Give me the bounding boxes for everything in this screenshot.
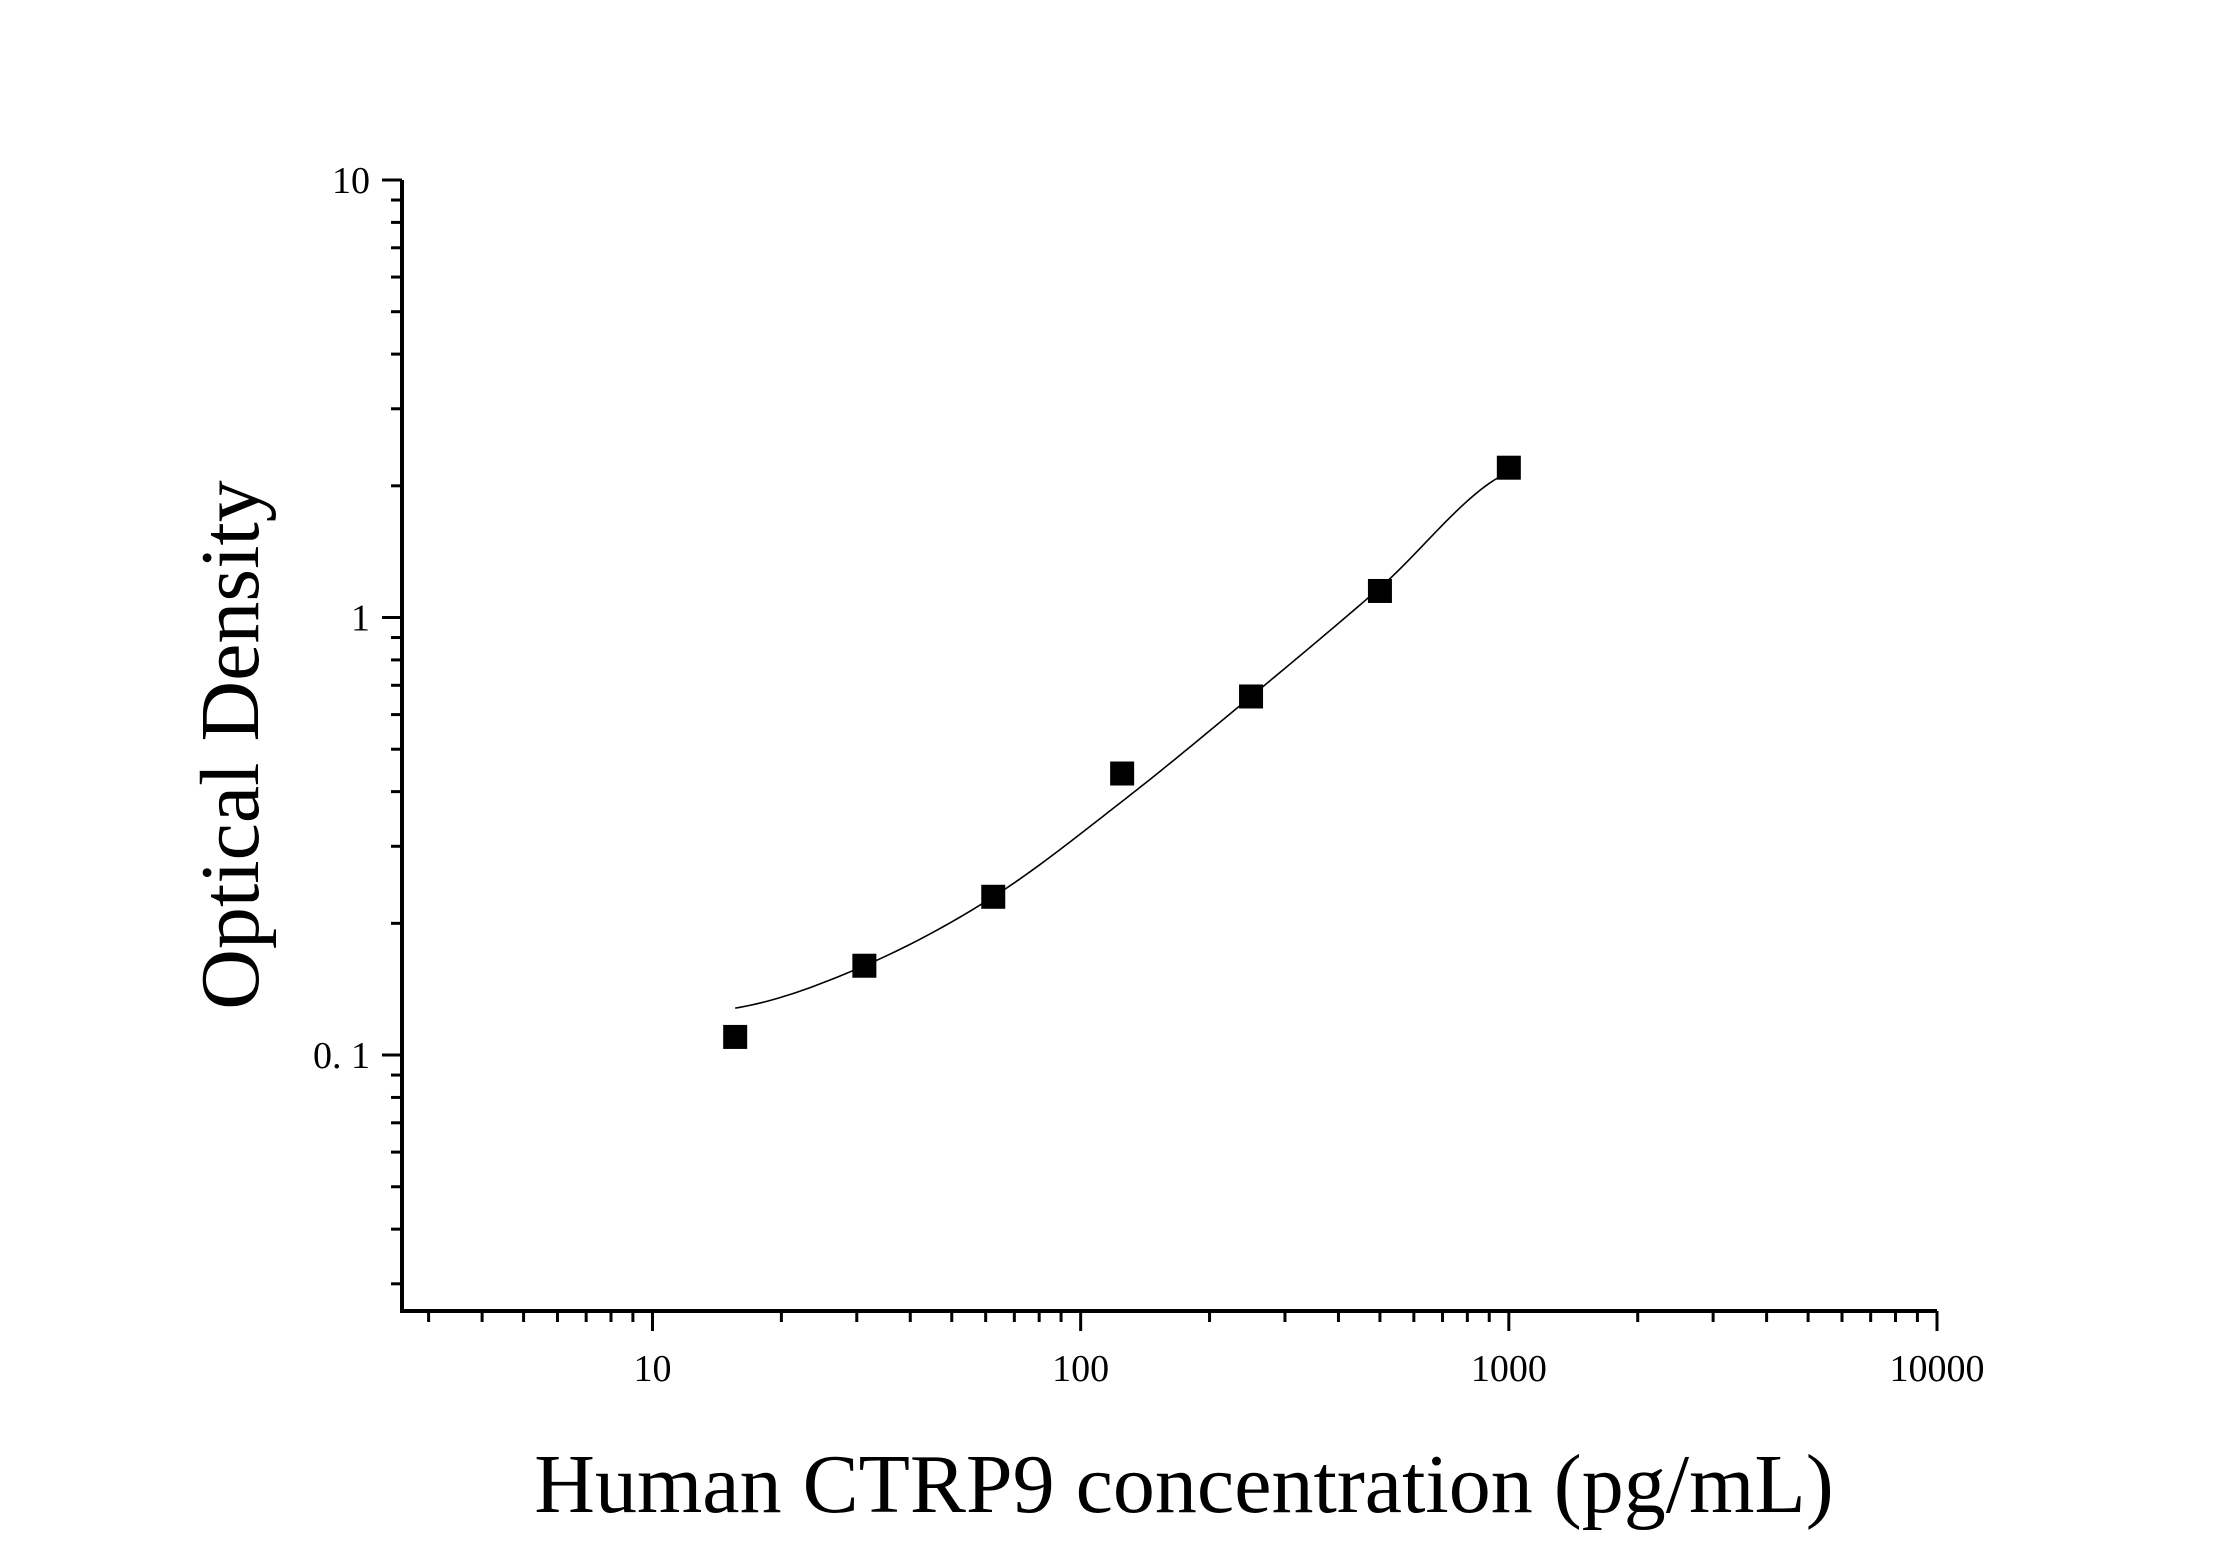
- y-tick-label: 10: [332, 160, 370, 202]
- data-point: [1367, 578, 1392, 603]
- y-axis-title: Optical Density: [184, 480, 277, 1010]
- x-tick-label: 10: [633, 1348, 671, 1390]
- data-point: [1496, 455, 1521, 480]
- fit-curve-line: [735, 471, 1510, 1009]
- x-axis-title: Human CTRP9 concentration (pg/mL): [534, 1438, 1833, 1531]
- x-axis-tick-labels: 10 100 1000 10000: [633, 1348, 1984, 1390]
- data-point: [1110, 761, 1135, 786]
- y-tick-label: 0. 1: [313, 1035, 370, 1077]
- x-tick-label: 10000: [1890, 1348, 1985, 1390]
- x-tick-label: 1000: [1471, 1348, 1547, 1390]
- data-point: [1239, 684, 1264, 709]
- y-tick-label: 1: [351, 598, 370, 640]
- data-point: [981, 884, 1006, 909]
- x-axis-major-ticks: [650, 1311, 1939, 1331]
- data-points: [723, 455, 1521, 1049]
- x-tick-label: 100: [1052, 1348, 1109, 1390]
- data-point: [723, 1024, 748, 1049]
- y-axis-major-ticks: [382, 178, 402, 1057]
- y-axis-tick-labels: 0. 1 1 10: [313, 160, 370, 1077]
- data-point: [852, 953, 877, 978]
